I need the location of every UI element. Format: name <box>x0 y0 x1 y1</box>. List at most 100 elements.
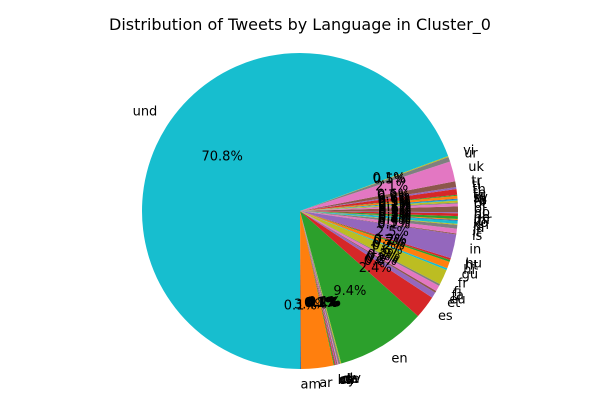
pie-slice-es <box>300 211 433 317</box>
pie-slice-gu <box>300 211 448 271</box>
slice-percent-pt: 0.3% <box>378 200 411 215</box>
slice-label-dv: dv <box>345 371 361 386</box>
pie-slice-sv <box>300 198 458 211</box>
slice-label-ur: ur <box>464 147 478 162</box>
pie-slice-da <box>300 211 339 365</box>
slice-percent-no: 0.1% <box>378 205 411 220</box>
slice-label-es: es <box>438 309 453 324</box>
slice-label-ne: ne <box>474 211 490 226</box>
slice-label-in: in <box>469 242 481 257</box>
pie-slice-tl <box>300 187 457 211</box>
pie-slice-en <box>300 211 418 364</box>
slice-percent-am: 0.1% <box>284 298 317 313</box>
slice-percent-pl: 0.6% <box>378 202 411 217</box>
slice-percent-vi: 0.1% <box>372 171 405 186</box>
slice-percent-cy: 0.1% <box>306 296 339 311</box>
slice-label-gu: gu <box>462 267 479 282</box>
pie-slice-ne <box>300 211 458 220</box>
slice-label-sl: sl <box>473 191 483 206</box>
slice-label-ta: ta <box>473 188 486 203</box>
pie-slice-lt <box>300 211 458 221</box>
slice-label-te: te <box>473 186 486 201</box>
slice-percent-ru: 0.2% <box>378 198 411 213</box>
slice-percent-lt: 0.1% <box>378 209 411 224</box>
slice-percent-fa: 0.6% <box>366 250 399 265</box>
pie-slice-bn <box>300 211 335 366</box>
pie-slice-tr <box>300 181 457 211</box>
slice-percent-ar: 3.4% <box>294 298 327 313</box>
slice-label-ru: ru <box>473 193 487 208</box>
pie-slice-cs <box>300 211 337 365</box>
slice-percent-fi: 0.2% <box>367 248 400 263</box>
pie-slice-cy <box>300 211 338 365</box>
slice-label-lt: lt <box>473 214 482 229</box>
slice-percent-ca: 0.1% <box>305 296 338 311</box>
slice-label-fi: fi <box>454 285 462 300</box>
slice-label-is: is <box>472 229 483 244</box>
slice-label-et: et <box>447 296 460 311</box>
slice-label-ro: ro <box>474 195 487 210</box>
slice-percent-ro: 0.1% <box>378 199 411 214</box>
pie-slice-ht <box>300 211 451 262</box>
slice-label-da: da <box>342 372 358 387</box>
slice-label-ht: ht <box>465 258 478 273</box>
slice-label-und: und <box>133 104 158 119</box>
slice-percent-eu: 0.2% <box>365 252 398 267</box>
slice-percent-cs: 0.1% <box>305 296 338 311</box>
slice-percent-dv: 0.1% <box>308 295 341 310</box>
chart-title: Distribution of Tweets by Language in Cl… <box>109 15 491 35</box>
slice-percent-it: 0.5% <box>378 216 411 231</box>
slice-label-cs: cs <box>340 373 354 388</box>
slice-label-hu: hu <box>466 256 482 271</box>
pie-slice-fr <box>300 211 447 285</box>
pie-slice-dv <box>300 211 342 364</box>
slice-label-am: am <box>301 377 322 392</box>
slice-label-kn: kn <box>473 218 489 233</box>
slice-percent-bn: 0.1% <box>304 296 337 311</box>
slice-percent-nl: 0.3% <box>378 206 411 221</box>
slice-percent-ko: 0.3% <box>378 210 411 225</box>
pie-slice-sl <box>300 199 458 211</box>
slice-percent-mr: 0.1% <box>378 209 411 224</box>
pie-slice-uk <box>300 161 456 211</box>
slice-label-nl: nl <box>474 208 486 223</box>
pie-slice-ro <box>300 202 458 211</box>
slice-label-hi: hi <box>463 263 475 278</box>
pie-slice-fi <box>300 211 441 286</box>
slice-label-bn: bn <box>338 373 355 388</box>
pie-slice-hi <box>300 211 450 269</box>
slice-percent-tr: 0.6% <box>377 187 410 202</box>
slice-percent-hu: 0.2% <box>374 232 407 247</box>
slice-percent-in: 2.5% <box>376 225 409 240</box>
slice-percent-ur: 0.5% <box>373 172 406 187</box>
slice-label-it: it <box>472 226 481 241</box>
pie-slice-ta <box>300 195 458 211</box>
pie-slice-no <box>300 211 458 214</box>
slice-label-tl: tl <box>472 178 481 193</box>
slice-percent-te: 0.1% <box>378 194 411 209</box>
slice-label-de: de <box>343 372 359 387</box>
slice-percent-da: 0.1% <box>306 296 339 311</box>
pie-slice-hu <box>300 211 451 261</box>
pie-slice-et <box>300 211 436 298</box>
slice-percent-is: 0.1% <box>377 217 410 232</box>
slice-label-vi: vi <box>463 144 474 159</box>
slice-label-mr: mr <box>474 213 493 228</box>
slice-percent-und: 70.8% <box>202 149 243 164</box>
pie-slice-te <box>300 194 458 211</box>
pie-slice-it <box>300 211 457 234</box>
slice-label-uk: uk <box>468 160 484 175</box>
pie-slice-pt <box>300 203 458 211</box>
slice-percent-gu: 0.2% <box>372 238 405 253</box>
slice-percent-tl: 0.2% <box>377 190 410 205</box>
pie-slice-am <box>300 211 301 370</box>
pie-slice-pl <box>300 206 459 213</box>
pie-slice-ur <box>300 156 451 211</box>
pie-slice-eu <box>300 211 437 293</box>
slice-label-ca: ca <box>339 373 354 388</box>
pie-slice-ru <box>300 200 458 211</box>
pie-slices <box>142 52 459 370</box>
slice-label-ja: ja <box>472 221 485 236</box>
slice-percent-fr: 1.6% <box>370 243 403 258</box>
